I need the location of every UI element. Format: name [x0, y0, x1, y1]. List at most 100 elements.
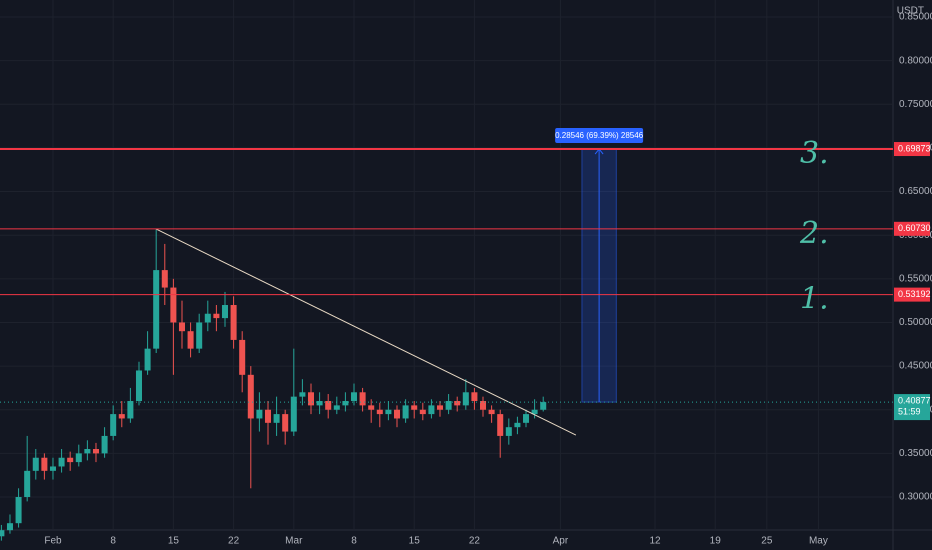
- candle-body: [247, 374, 254, 419]
- candle-body: [282, 414, 289, 432]
- grid: [0, 0, 893, 530]
- candle-body: [523, 414, 530, 423]
- candle-body: [471, 392, 478, 402]
- level-label-bg: [894, 142, 930, 157]
- candle-body: [436, 405, 444, 410]
- candle-body: [368, 405, 375, 410]
- countdown-label: 51:59: [898, 406, 921, 416]
- candle-body: [196, 322, 203, 349]
- candle-body: [264, 409, 272, 423]
- y-tick-label: 0.80000: [899, 55, 932, 66]
- x-tick-label: May: [809, 536, 828, 547]
- y-tick-label: 0.55000: [899, 273, 932, 284]
- candle-body: [454, 401, 461, 406]
- current-price-bg: [894, 394, 930, 421]
- candle-body: [445, 401, 452, 410]
- plot: 0.28546 (69.39%) 28546 3. 2. 1.: [0, 128, 893, 541]
- candle-body: [273, 414, 280, 423]
- x-tick-label: 8: [110, 536, 116, 547]
- candle-body: [127, 401, 134, 419]
- candle-body: [505, 427, 512, 436]
- candle-body: [411, 405, 418, 410]
- candle-body: [316, 401, 323, 406]
- candle-body: [153, 270, 160, 349]
- level-label: 0.69873: [898, 143, 931, 153]
- y-tick-label: 0.75000: [899, 99, 932, 110]
- candle-body: [110, 414, 117, 436]
- candle-body: [350, 392, 358, 402]
- measure-label: 0.28546 (69.39%) 28546: [555, 131, 644, 140]
- candle-body: [58, 457, 65, 467]
- candle-body: [497, 414, 504, 436]
- candle-body: [531, 409, 538, 415]
- candle-body: [75, 453, 82, 463]
- candle-body: [514, 422, 521, 428]
- candle-body: [299, 392, 306, 397]
- candle-body: [325, 401, 332, 410]
- candle-body: [290, 396, 297, 432]
- candle-body: [178, 322, 185, 332]
- y-tick-label: 0.85000: [899, 12, 932, 23]
- currency-label: USDT: [897, 6, 924, 17]
- x-tick-label: 19: [710, 536, 722, 547]
- candle-body: [92, 449, 99, 454]
- y-tick-label: 0.30000: [899, 492, 932, 503]
- y-tick-label: 0.65000: [899, 186, 932, 197]
- candle-body: [307, 392, 315, 406]
- axes: 0.300000.350000.400000.450000.500000.550…: [44, 12, 932, 547]
- x-tick-label: 8: [351, 536, 357, 547]
- measure-label-bg: [555, 128, 644, 144]
- x-tick-label: Feb: [44, 536, 62, 547]
- y-tick-label: 0.50000: [899, 317, 932, 328]
- candle-body: [187, 331, 194, 349]
- candle-body: [393, 409, 401, 419]
- handwritten-note: 2.: [799, 216, 829, 251]
- candle-body: [428, 405, 435, 415]
- candle-body: [376, 409, 383, 415]
- candle-body: [342, 401, 349, 406]
- candle-body: [49, 466, 56, 471]
- candle-body: [15, 497, 22, 524]
- x-tick-label: 22: [469, 536, 481, 547]
- candle-body: [161, 270, 168, 288]
- x-tick-label: 25: [761, 536, 773, 547]
- x-tick-label: Apr: [553, 536, 569, 547]
- y-tick-label: 0.35000: [899, 448, 932, 459]
- candle-body: [540, 402, 547, 410]
- candle-body: [135, 370, 142, 402]
- candle-body: [419, 409, 426, 415]
- level-label-bg: [894, 221, 930, 236]
- x-tick-label: Mar: [285, 536, 303, 547]
- candle-body: [385, 409, 392, 415]
- candle-body: [170, 287, 177, 323]
- candle-body: [0, 530, 5, 537]
- candle-body: [462, 392, 469, 406]
- candle-body: [6, 523, 13, 531]
- handwritten-note: 1.: [800, 282, 829, 317]
- x-tick-label: 15: [168, 536, 180, 547]
- level-label: 0.53192: [898, 289, 931, 299]
- x-tick-label: 12: [649, 536, 661, 547]
- candle-body: [488, 409, 495, 415]
- candle-body: [24, 470, 31, 498]
- candle-body: [41, 457, 48, 471]
- candle-body: [118, 414, 125, 419]
- y-tick-label: 0.45000: [899, 361, 932, 372]
- candle-body: [84, 449, 91, 454]
- candle-body: [402, 405, 409, 419]
- level-label: 0.60730: [898, 223, 931, 233]
- candle-body: [230, 305, 237, 340]
- candle-body: [67, 457, 74, 463]
- candle-body: [204, 313, 211, 323]
- candle-body: [101, 435, 108, 454]
- level-label-bg: [894, 287, 930, 302]
- candle-body: [333, 405, 340, 410]
- candle-body: [239, 339, 246, 375]
- x-tick-label: 22: [228, 536, 240, 547]
- candle-body: [32, 457, 39, 471]
- candle-body: [213, 313, 220, 319]
- current-price-label: 0.40877: [898, 395, 931, 405]
- x-tick-label: 15: [409, 536, 421, 547]
